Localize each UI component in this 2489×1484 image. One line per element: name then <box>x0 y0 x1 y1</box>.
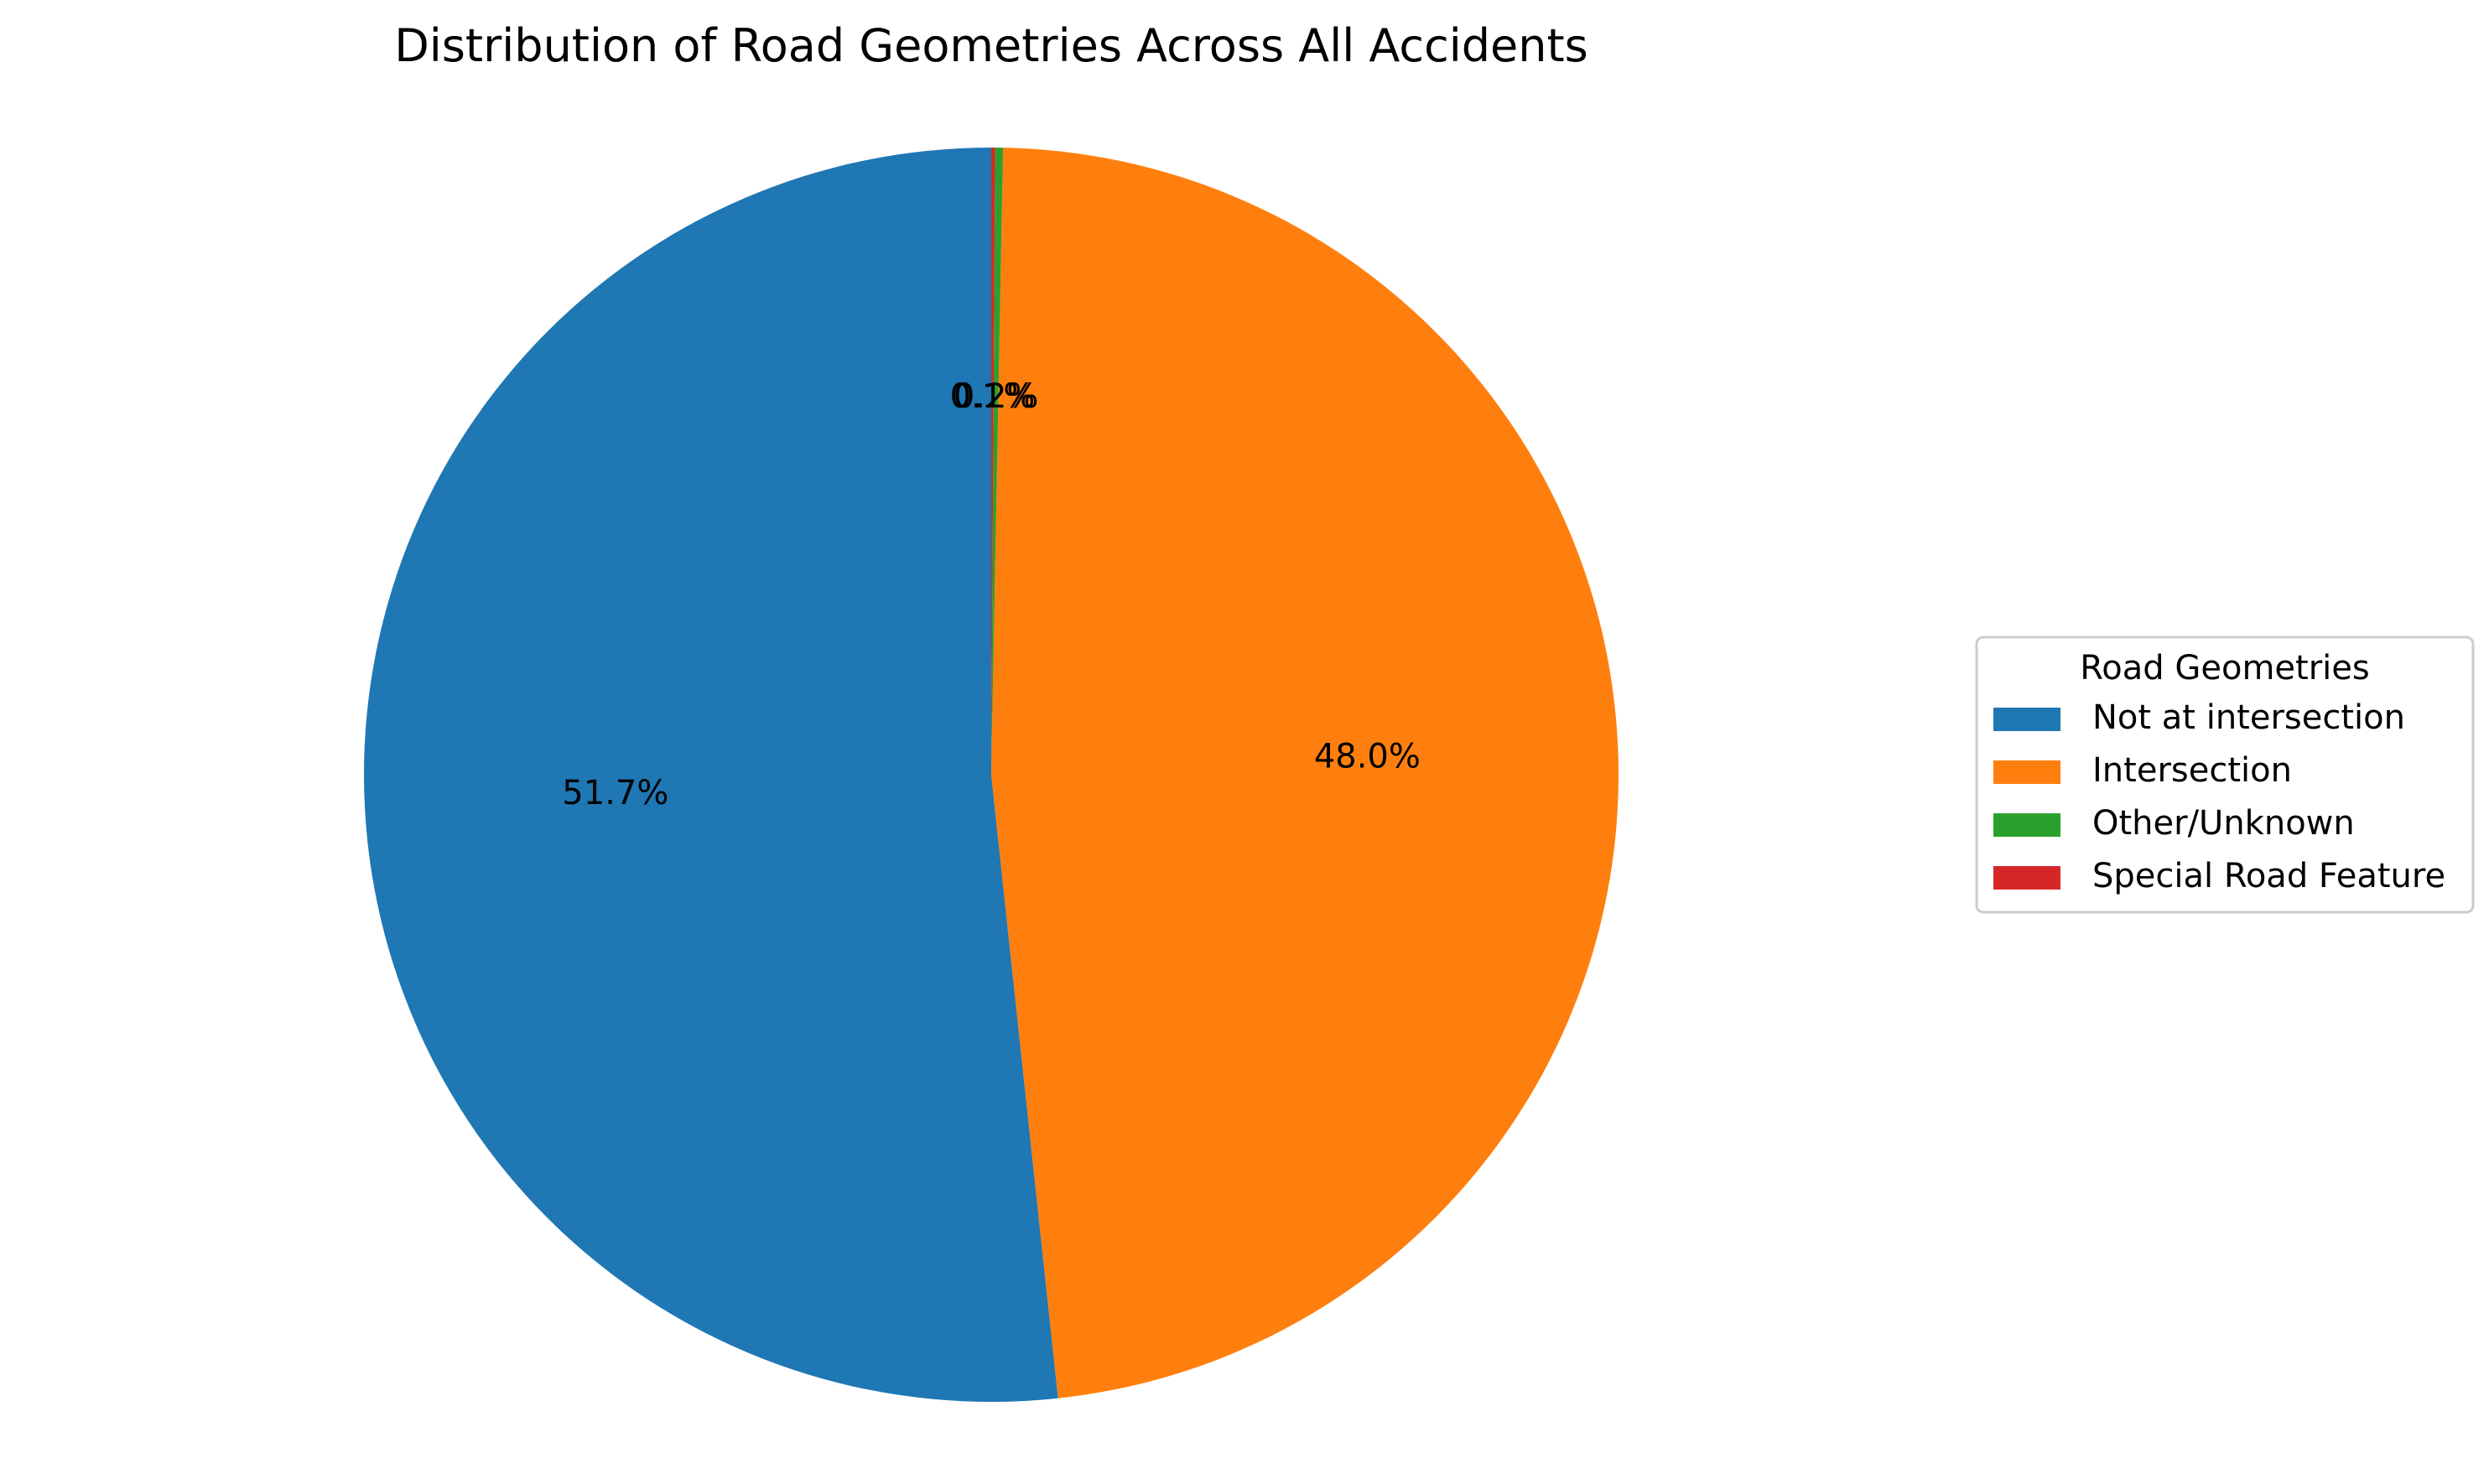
pie-slice-other-unknown <box>991 148 1004 775</box>
pie-slice-intersection <box>991 148 1619 1398</box>
legend-label: Other/Unknown <box>2092 804 2355 843</box>
pie-slice-not-at-intersection <box>364 148 1058 1402</box>
slice-label: 48.0% <box>1314 737 1421 776</box>
slice-labels: 51.7% 48.0% 0.2%0.1% <box>562 377 1421 812</box>
chart-title: Distribution of Road Geometries Across A… <box>394 19 1588 72</box>
legend-label: Intersection <box>2092 751 2292 790</box>
legend-label: Special Road Feature <box>2092 857 2445 895</box>
legend-frame <box>1975 636 2475 914</box>
pie-slices <box>364 148 1619 1402</box>
legend-label: Not at intersection <box>2092 698 2405 737</box>
pie-slice-special-road-feature <box>991 148 995 775</box>
legend: Road Geometries Not at intersection Inter… <box>1975 636 2475 914</box>
legend-title: Road Geometries <box>2080 649 2369 688</box>
legend-swatch <box>1993 866 2060 890</box>
legend-entries: Not at intersection Intersection Other/Unk… <box>1993 698 2445 895</box>
legend-swatch <box>1993 760 2060 784</box>
slice-label: 0.1% <box>950 377 1036 416</box>
slice-label: 0.2% <box>954 377 1039 416</box>
legend-swatch <box>1993 708 2060 731</box>
slice-label: 51.7% <box>562 774 668 812</box>
legend-swatch <box>1993 813 2060 837</box>
